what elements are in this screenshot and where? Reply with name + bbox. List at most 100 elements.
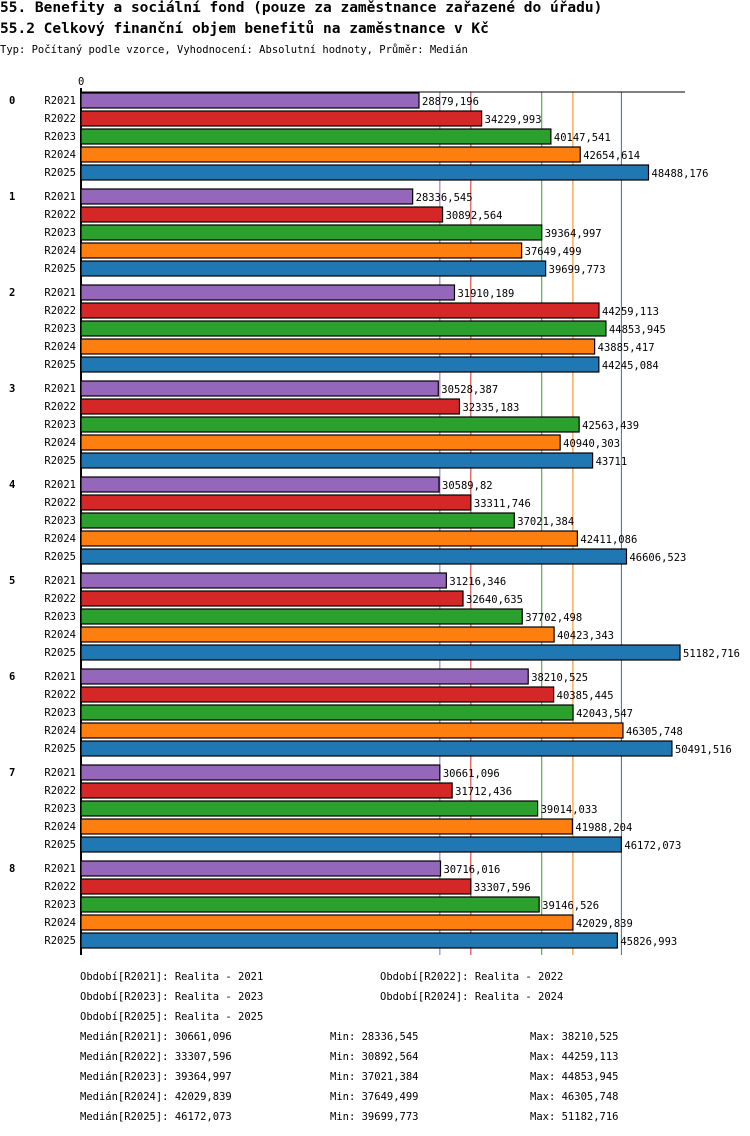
series-label: R2024 [44,437,76,449]
series-label: R2024 [44,341,76,353]
chart-subtitle: 55.2 Celkový finanční objem benefitů na … [0,21,489,37]
bar-R2023 [80,608,523,625]
value-label: 39699,773 [549,264,606,276]
stat-min: Min: 30892,564 [330,1051,419,1063]
legend-period-r2023: Období[R2023]: Realita - 2023 [80,991,264,1003]
value-label: 38210,525 [531,672,588,684]
stat-min: Min: 37649,499 [330,1091,419,1103]
series-label: R2023 [44,131,76,143]
value-label: 37649,499 [525,246,582,258]
bar-R2023 [80,224,543,241]
bar-R2022 [80,590,464,607]
series-label: R2021 [44,863,76,875]
series-label: R2022 [44,689,76,701]
stat-max: Max: 46305,748 [530,1091,619,1103]
bar-R2021 [80,92,420,109]
stat-max: Max: 44259,113 [530,1051,619,1063]
group-label: 1 [9,191,15,203]
value-label: 30716,016 [443,864,500,876]
value-label: 43885,417 [598,342,655,354]
value-label: 50491,516 [675,744,732,756]
bar-R2025 [80,164,650,181]
bar-R2021 [80,572,447,589]
group-label: 8 [9,863,15,875]
stat-median: Medián[R2021]: 30661,096 [80,1031,232,1043]
series-label: R2023 [44,323,76,335]
series-label: R2023 [44,803,76,815]
value-label: 30589,82 [442,480,493,492]
value-label: 40385,445 [557,690,614,702]
bar-R2024 [80,530,578,547]
bar-R2024 [80,434,561,451]
value-label: 46305,748 [626,726,683,738]
chart-info: Typ: Počítaný podle vzorce, Vyhodnocení:… [0,44,468,56]
bar-R2021 [80,668,529,685]
value-label: 43711 [596,456,628,468]
bar-R2023 [80,416,580,433]
stat-max: Max: 51182,716 [530,1111,619,1123]
group-label: 0 [9,95,15,107]
bar-R2021 [80,764,441,781]
group-label: 4 [9,479,15,491]
series-label: R2022 [44,209,76,221]
bar-R2024 [80,818,574,835]
bar-R2025 [80,644,681,661]
series-label: R2025 [44,551,76,563]
bar-R2023 [80,896,540,913]
legend-period-r2022: Období[R2022]: Realita - 2022 [380,971,564,983]
bar-R2022 [80,686,555,703]
group-label: 5 [9,575,15,587]
legend-period-r2021: Období[R2021]: Realita - 2021 [80,971,264,983]
value-label: 40940,303 [563,438,620,450]
value-label: 39364,997 [545,228,602,240]
bar-R2022 [80,398,461,415]
bar-R2021 [80,284,456,301]
value-label: 40147,541 [554,132,611,144]
bar-R2022 [80,206,444,223]
stat-median: Medián[R2022]: 33307,596 [80,1051,232,1063]
bar-R2025 [80,452,594,469]
value-label: 31910,189 [457,288,514,300]
bar-R2022 [80,110,483,127]
value-label: 28336,545 [416,192,473,204]
group-label: 2 [9,287,15,299]
chart-title: 55. Benefity a sociální fond (pouze za z… [0,0,603,16]
bar-R2025 [80,932,618,949]
stat-median: Medián[R2023]: 39364,997 [80,1071,232,1083]
series-label: R2025 [44,359,76,371]
group-label: 3 [9,383,15,395]
x-axis-zero-label: 0 [78,76,84,88]
bar-R2022 [80,302,600,319]
bar-R2021 [80,860,442,877]
series-label: R2021 [44,191,76,203]
value-label: 44245,084 [602,360,659,372]
series-label: R2022 [44,881,76,893]
series-label: R2021 [44,287,76,299]
value-label: 31712,436 [455,786,512,798]
value-label: 31216,346 [449,576,506,588]
series-label: R2024 [44,245,76,257]
stat-median: Medián[R2025]: 46172,073 [80,1111,232,1123]
value-label: 39014,033 [541,804,598,816]
series-label: R2025 [44,455,76,467]
bar-R2024 [80,626,555,643]
series-label: R2024 [44,821,76,833]
bar-R2025 [80,260,547,277]
series-label: R2025 [44,935,76,947]
value-label: 33311,746 [474,498,531,510]
bar-R2024 [80,242,523,259]
bar-R2022 [80,878,472,895]
value-label: 42043,547 [576,708,633,720]
bar-R2025 [80,740,673,757]
bar-R2022 [80,494,472,511]
bar-R2023 [80,128,552,145]
bar-R2024 [80,722,624,739]
value-label: 40423,343 [557,630,614,642]
series-label: R2024 [44,917,76,929]
value-label: 42563,439 [582,420,639,432]
bar-R2025 [80,356,600,373]
value-label: 44853,945 [609,324,666,336]
series-label: R2022 [44,401,76,413]
series-label: R2023 [44,515,76,527]
bar-R2024 [80,914,574,931]
